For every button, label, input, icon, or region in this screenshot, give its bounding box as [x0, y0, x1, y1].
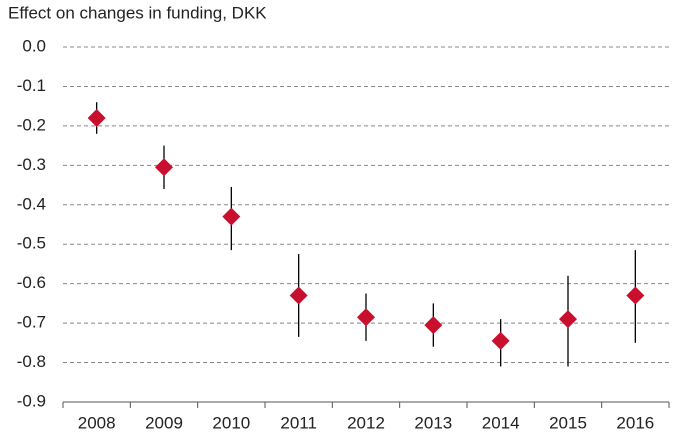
x-tick-label: 2013	[414, 413, 452, 432]
y-tick-label: -0.2	[17, 115, 46, 134]
x-tick-label: 2015	[549, 413, 587, 432]
y-tick-label: 0.0	[22, 36, 46, 55]
x-tick-label: 2010	[212, 413, 250, 432]
x-tick-label: 2009	[145, 413, 183, 432]
point	[87, 109, 106, 127]
point	[626, 286, 645, 305]
y-tick-label: -0.7	[17, 313, 46, 332]
y-tick-label: -0.3	[17, 155, 46, 174]
y-tick-label: -0.9	[17, 391, 46, 410]
y-tick-label: -0.8	[17, 352, 46, 371]
point	[357, 308, 375, 327]
x-tick-label: 2008	[78, 413, 116, 432]
x-tick-label: 2011	[280, 413, 317, 432]
point	[559, 310, 577, 329]
point	[155, 158, 173, 177]
y-tick-label: -0.5	[17, 234, 46, 253]
x-tick-label: 2014	[482, 413, 520, 432]
y-tick-label: -0.1	[17, 76, 46, 95]
y-tick-label: -0.4	[17, 194, 46, 213]
y-tick-label: -0.6	[17, 273, 46, 292]
chart-title: Effect on changes in funding, DKK	[8, 3, 267, 22]
point	[424, 316, 443, 335]
x-tick-label: 2012	[347, 413, 385, 432]
x-tick-label: 2016	[616, 413, 654, 432]
point	[491, 331, 510, 350]
point	[289, 286, 308, 305]
point	[222, 207, 241, 226]
